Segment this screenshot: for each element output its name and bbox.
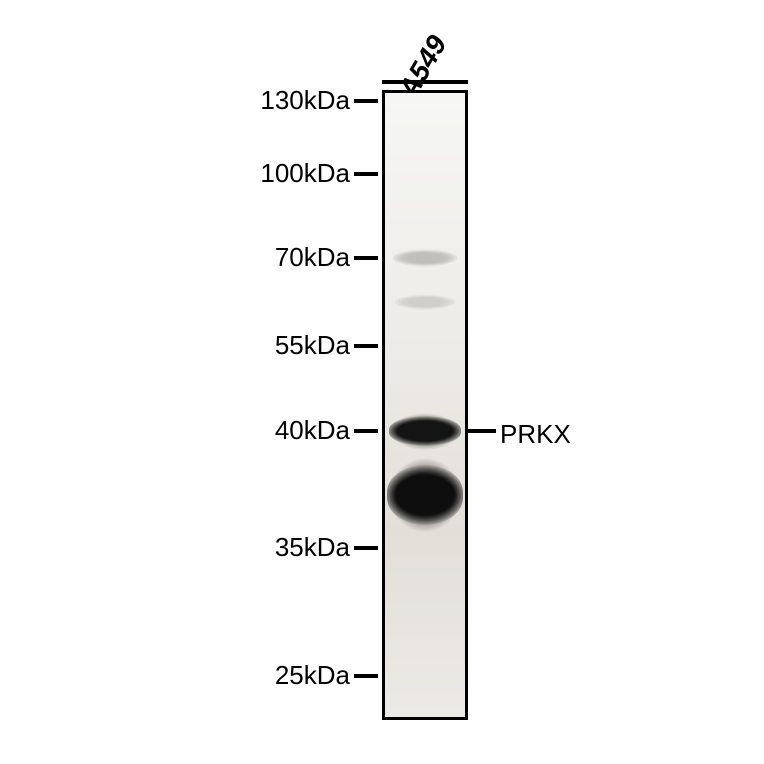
mw-label: 35kDa (0, 532, 350, 563)
blot-band (395, 295, 455, 309)
band-label-tick (468, 429, 496, 433)
blot-lane (382, 90, 468, 720)
mw-label: 40kDa (0, 415, 350, 446)
mw-tick (354, 674, 378, 678)
mw-label: 130kDa (0, 85, 350, 116)
mw-label: 100kDa (0, 158, 350, 189)
mw-label: 55kDa (0, 330, 350, 361)
mw-tick (354, 172, 378, 176)
lane-header-underline (382, 80, 468, 84)
mw-tick (354, 546, 378, 550)
blot-band (393, 250, 457, 266)
mw-tick (354, 256, 378, 260)
mw-label: 70kDa (0, 242, 350, 273)
mw-tick (354, 429, 378, 433)
blot-band (387, 465, 463, 525)
band-label-text: PRKX (500, 419, 571, 450)
mw-label: 25kDa (0, 660, 350, 691)
mw-tick (354, 344, 378, 348)
blot-canvas: { "canvas": { "width": 764, "height": 76… (0, 0, 764, 764)
blot-band (389, 416, 461, 446)
mw-tick (354, 99, 378, 103)
